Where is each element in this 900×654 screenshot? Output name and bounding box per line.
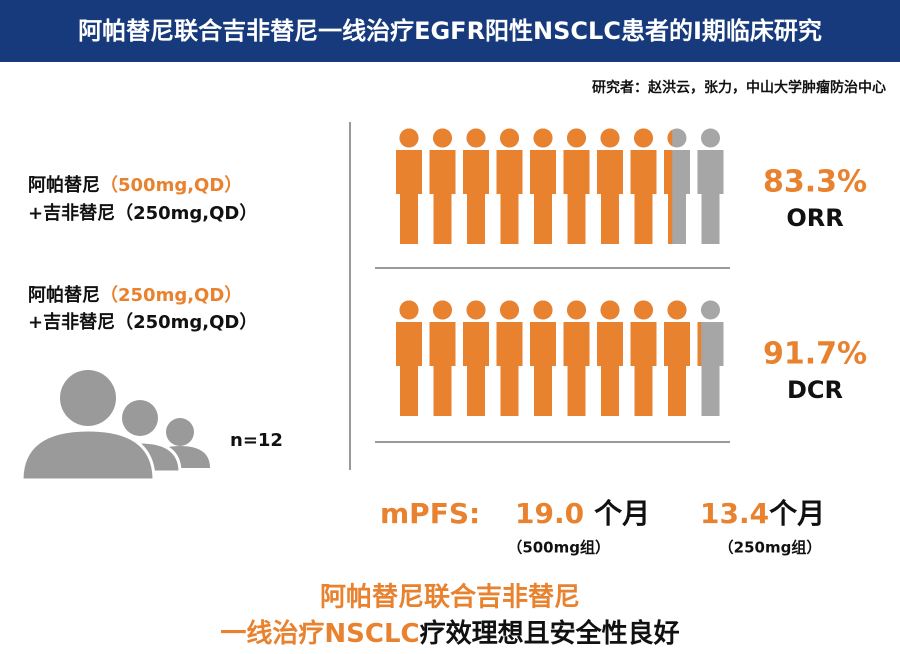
conclusion: 一线治疗NSCLC疗效理想且安全性良好 xyxy=(220,618,679,649)
metric-name: DCR xyxy=(787,376,843,404)
metric-name: ORR xyxy=(786,204,843,232)
sample-size: n=12 xyxy=(230,430,283,451)
metric-value: 83.3% xyxy=(763,165,867,200)
conclusion: 阿帕替尼联合吉非替尼 xyxy=(320,582,580,613)
people-icon xyxy=(20,370,210,482)
drug: 阿帕替尼 xyxy=(28,284,100,306)
value: 19.0 xyxy=(515,497,584,530)
dose: （250mg,QD） xyxy=(100,285,242,306)
person-figure xyxy=(496,300,523,416)
byline: 研究者：赵洪云，张力，中山大学肿瘤防治中心 xyxy=(592,79,886,96)
person-figure xyxy=(630,128,657,244)
person-figure xyxy=(563,128,590,244)
highlight: 一线治疗NSCLC xyxy=(220,618,419,649)
mpfs-value: 19.0 个月 xyxy=(515,497,650,530)
mpfs-value: 13.4个月 xyxy=(700,497,825,530)
person-figure xyxy=(429,300,456,416)
person-figure xyxy=(697,128,724,244)
combo: +吉非替尼（250mg,QD） xyxy=(28,311,257,333)
person-figure xyxy=(396,300,422,416)
person-figure xyxy=(597,300,623,416)
person-figure xyxy=(396,128,422,244)
person-figure xyxy=(429,128,456,244)
title: 阿帕替尼联合吉非替尼一线治疗EGFR阳性NSCLC患者的I期临床研究 xyxy=(78,17,822,45)
group-line: 阿帕替尼（250mg,QD） xyxy=(28,284,242,306)
unit: 个月 xyxy=(769,497,825,530)
person-figure xyxy=(664,128,690,244)
group-line: 阿帕替尼（500mg,QD） xyxy=(28,174,242,196)
person-figure xyxy=(463,300,489,416)
mpfs-label: mPFS: xyxy=(380,497,480,530)
person-figure xyxy=(496,128,523,244)
metric-value: 91.7% xyxy=(763,337,867,372)
person-figure xyxy=(630,300,657,416)
mpfs-group: （500mg组） xyxy=(507,539,610,557)
combo: +吉非替尼（250mg,QD） xyxy=(28,202,257,224)
value: 13.4 xyxy=(700,497,769,530)
header-bar xyxy=(0,0,900,62)
person-figure xyxy=(563,300,590,416)
person-figure xyxy=(664,300,690,416)
unit: 个月 xyxy=(594,497,650,530)
dose: （500mg,QD） xyxy=(100,175,242,196)
person-figure xyxy=(597,128,623,244)
drug: 阿帕替尼 xyxy=(28,174,100,196)
rest: 疗效理想且安全性良好 xyxy=(420,618,680,649)
mpfs-group: （250mg组） xyxy=(719,539,822,557)
person-figure xyxy=(463,128,489,244)
person-figure xyxy=(530,300,556,416)
person-figure xyxy=(530,128,556,244)
person-figure xyxy=(697,300,724,416)
